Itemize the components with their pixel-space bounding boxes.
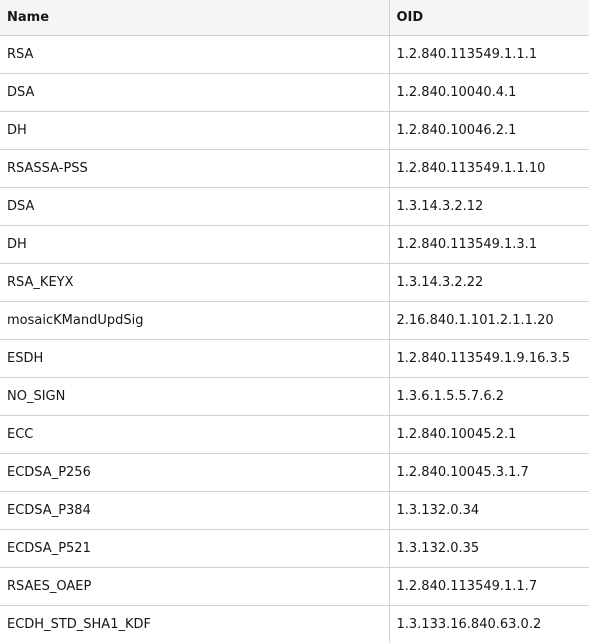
table-body: RSA 1.2.840.113549.1.1.1 DSA 1.2.840.100…: [0, 35, 589, 643]
name-cell: ECDSA_P521: [0, 529, 389, 568]
table-row: DSA 1.3.14.3.2.12: [0, 187, 589, 226]
table-row: ECDSA_P256 1.2.840.10045.3.1.7: [0, 453, 589, 492]
name-cell: RSA: [0, 35, 389, 74]
name-cell: RSASSA-PSS: [0, 149, 389, 188]
oid-cell: 1.2.840.113549.1.1.7: [388, 567, 589, 606]
oid-cell: 1.3.14.3.2.22: [388, 263, 589, 302]
oid-cell: 1.2.840.10040.4.1: [388, 73, 589, 112]
name-cell: DSA: [0, 73, 389, 112]
table-row: mosaicKMandUpdSig 2.16.840.1.101.2.1.1.2…: [0, 301, 589, 340]
name-cell: DSA: [0, 187, 389, 226]
oid-cell: 1.2.840.113549.1.1.1: [388, 35, 589, 74]
table-row: RSA_KEYX 1.3.14.3.2.22: [0, 263, 589, 302]
oid-cell: 1.3.132.0.35: [388, 529, 589, 568]
name-cell: NO_SIGN: [0, 377, 389, 416]
oid-cell: 1.2.840.10045.2.1: [388, 415, 589, 454]
name-cell: ECDSA_P256: [0, 453, 389, 492]
oid-cell: 1.2.840.10046.2.1: [388, 111, 589, 150]
name-cell: ESDH: [0, 339, 389, 378]
table-row: DH 1.2.840.10046.2.1: [0, 111, 589, 150]
oid-cell: 1.2.840.113549.1.3.1: [388, 225, 589, 264]
name-cell: ECDH_STD_SHA1_KDF: [7, 617, 151, 632]
header-row: Name OID: [0, 0, 589, 36]
table-row: RSAES_OAEP 1.2.840.113549.1.1.7: [0, 567, 589, 606]
column-header-oid: OID: [388, 0, 589, 36]
name-cell: DH: [0, 111, 389, 150]
table-row: ESDH 1.2.840.113549.1.9.16.3.5: [0, 339, 589, 378]
table-row: NO_SIGN 1.3.6.1.5.5.7.6.2: [0, 377, 589, 416]
name-cell: DH: [0, 225, 389, 264]
table-row: DH 1.2.840.113549.1.3.1: [0, 225, 589, 264]
table-header: Name OID: [0, 0, 589, 36]
table-row: RSASSA-PSS 1.2.840.113549.1.1.10: [0, 149, 589, 188]
column-header-name: Name: [0, 0, 389, 36]
table-row: ECDH_STD_SHA1_KDF 1.3.133.16.840.63.0.2: [0, 605, 589, 643]
table-row: ECDSA_P384 1.3.132.0.34: [0, 491, 589, 530]
name-cell: ECDSA_P384: [0, 491, 389, 530]
oid-cell: 1.2.840.10045.3.1.7: [388, 453, 589, 492]
name-cell: mosaicKMandUpdSig: [0, 301, 389, 340]
oid-cell: 1.3.6.1.5.5.7.6.2: [388, 377, 589, 416]
table-row: ECC 1.2.840.10045.2.1: [0, 415, 589, 454]
oid-cell: 1.3.133.16.840.63.0.2: [388, 605, 589, 643]
oid-cell: 1.2.840.113549.1.9.16.3.5: [388, 339, 589, 378]
oid-cell: 1.3.132.0.34: [388, 491, 589, 530]
table-row: DSA 1.2.840.10040.4.1: [0, 73, 589, 112]
oid-cell: 1.2.840.113549.1.1.10: [388, 149, 589, 188]
name-cell: ECC: [0, 415, 389, 454]
name-cell: RSA_KEYX: [0, 263, 389, 302]
name-cell: RSAES_OAEP: [0, 567, 389, 606]
table-row: ECDSA_P521 1.3.132.0.35: [0, 529, 589, 568]
oid-cell: 1.3.14.3.2.12: [388, 187, 589, 226]
oid-cell: 2.16.840.1.101.2.1.1.20: [388, 301, 589, 340]
table-row: RSA 1.2.840.113549.1.1.1: [0, 35, 589, 74]
